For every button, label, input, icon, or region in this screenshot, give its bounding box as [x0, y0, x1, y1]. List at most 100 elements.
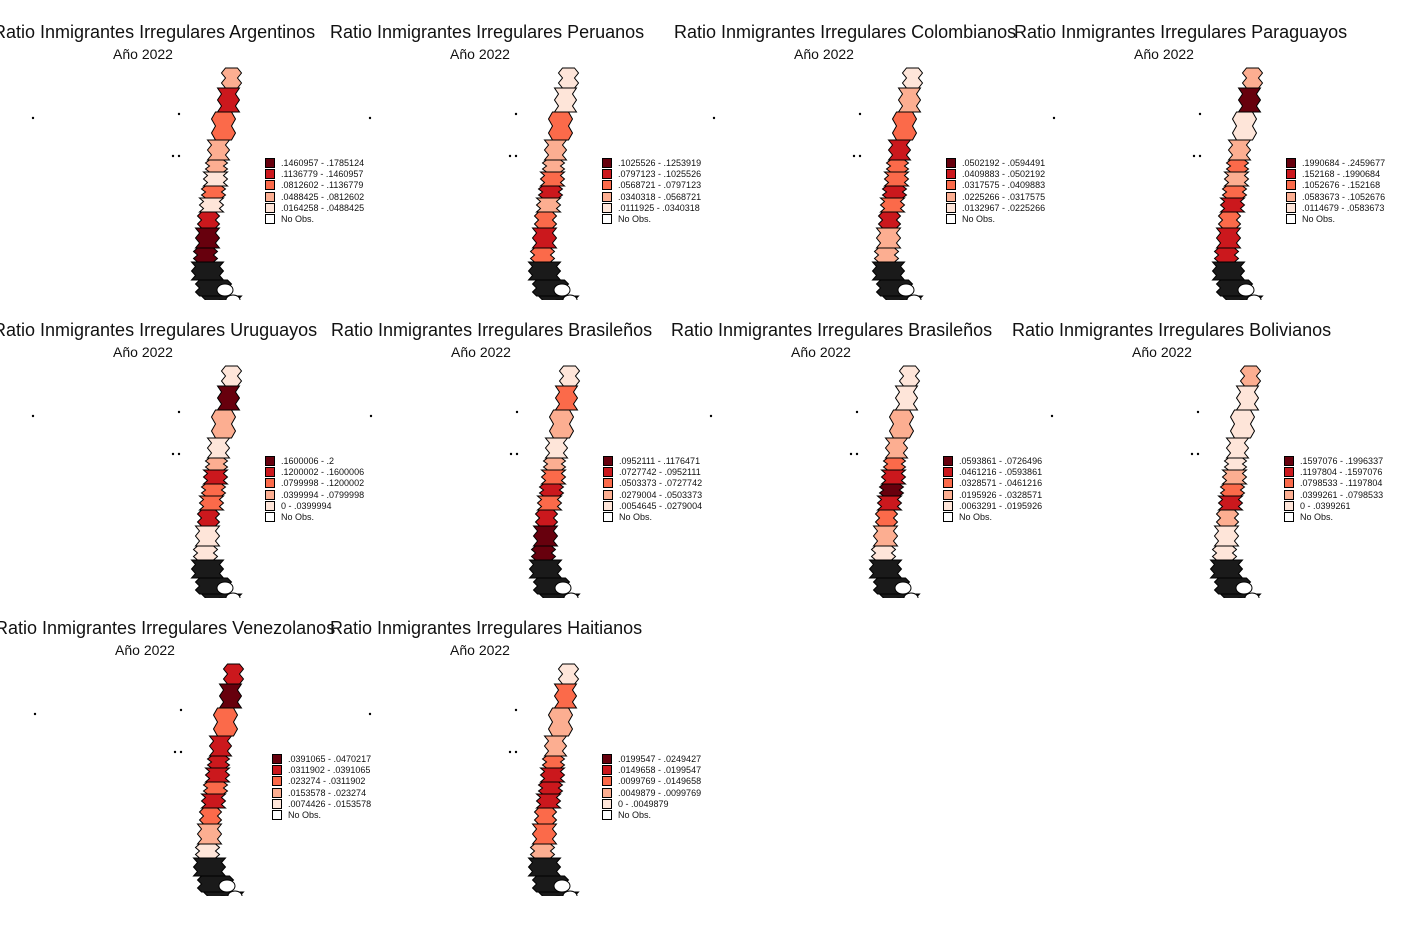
- legend-item: .0568721 - .0797123: [602, 180, 701, 191]
- island-dot: [171, 452, 175, 456]
- panel-title: Ratio Inmigrantes Irregulares Brasileños: [331, 320, 653, 340]
- legend-item: .0153578 - .023274: [272, 787, 371, 798]
- island-dot: [1050, 414, 1054, 418]
- island-shape: [903, 592, 919, 598]
- legend-item: No Obs.: [602, 213, 701, 225]
- region-polygon: [198, 495, 225, 511]
- legend-item: .0503373 - .0727742: [603, 478, 702, 489]
- panel-title: Ratio Inmigrantes Irregulares Haitianos: [330, 618, 643, 638]
- region-polygon: [206, 755, 231, 769]
- region-polygon: [204, 767, 231, 783]
- region-polygon: [190, 559, 225, 579]
- region-polygon: [220, 67, 243, 89]
- island-shape: [1244, 592, 1260, 598]
- region-polygon: [212, 707, 239, 737]
- region-polygon: [897, 87, 922, 113]
- region-polygon: [881, 185, 908, 199]
- legend-item: .1600006 - .2: [265, 455, 364, 466]
- legend-item: .0164258 - .0488425: [265, 202, 364, 213]
- region-polygon: [876, 495, 903, 511]
- island-shape: [562, 294, 578, 300]
- island-dot: [1192, 154, 1196, 158]
- legend-item: .0399261 - .0798533: [1284, 489, 1383, 500]
- region-polygon: [1237, 87, 1262, 113]
- legend-item: .0114679 - .0583673: [1286, 202, 1385, 213]
- chile-choropleth-map: [1052, 67, 1264, 300]
- legend-item: .0593861 - .0726496: [943, 455, 1042, 466]
- region-polygon: [527, 857, 562, 877]
- region-polygon: [1241, 67, 1264, 89]
- region-polygon: [194, 525, 221, 547]
- legend-item: .0225266 - .0317575: [946, 191, 1045, 202]
- region-polygon: [202, 469, 229, 485]
- region-polygon: [208, 735, 233, 757]
- island-dot: [31, 414, 35, 418]
- legend-item: .0799998 - .1200002: [265, 478, 364, 489]
- region-polygon: [880, 469, 907, 485]
- island-dot: [508, 750, 512, 754]
- region-polygon: [194, 227, 221, 249]
- region-polygon: [1217, 211, 1242, 229]
- legend-item: 0 - .0399261: [1284, 500, 1383, 511]
- map-legend: .1600006 - .2 .1200002 - .1600006 .07999…: [265, 455, 364, 523]
- map-legend: .1025526 - .1253919 .0797123 - .1025526 …: [602, 157, 701, 225]
- region-polygon: [198, 807, 223, 825]
- region-polygon: [220, 365, 243, 387]
- region-polygon: [1235, 385, 1260, 411]
- island-shape: [553, 879, 571, 893]
- region-polygon: [541, 755, 566, 769]
- region-polygon: [1227, 139, 1252, 161]
- legend-item: .1990684 - .2459677: [1286, 157, 1385, 168]
- island-dot: [855, 410, 859, 414]
- island-dot: [849, 452, 853, 456]
- island-dot: [508, 154, 512, 158]
- region-polygon: [530, 545, 557, 561]
- region-polygon: [198, 197, 225, 213]
- island-dot: [852, 154, 856, 158]
- region-polygon: [875, 227, 902, 249]
- map-legend: .1460957 - .1785124 .1136779 - .1460957 …: [265, 157, 364, 225]
- legend-item: .0199547 - .0249427: [602, 753, 701, 764]
- chile-choropleth-map: [368, 67, 580, 300]
- map-legend: .1990684 - .2459677 .152168 - .1990684 .…: [1286, 157, 1385, 225]
- island-dot: [514, 112, 518, 116]
- map-legend: .0952111 - .1176471 .0727742 - .0952111 …: [603, 455, 702, 523]
- region-polygon: [192, 545, 219, 561]
- legend-item: 0 - .0399994: [265, 500, 364, 511]
- region-polygon: [196, 509, 221, 527]
- legend-item: .0099769 - .0149658: [602, 776, 701, 787]
- region-polygon: [528, 559, 563, 579]
- panel-subtitle: Año 2022: [450, 46, 510, 62]
- panel-title: Ratio Inmigrantes Irregulares Bolivianos: [1012, 320, 1332, 340]
- region-polygon: [531, 227, 558, 249]
- region-polygon: [872, 525, 899, 547]
- legend-item: No Obs.: [272, 809, 371, 821]
- island-dot: [177, 410, 181, 414]
- region-polygon: [196, 211, 221, 229]
- island-shape: [216, 581, 234, 595]
- island-dot: [173, 750, 177, 754]
- region-polygon: [873, 247, 900, 263]
- legend-item: No Obs.: [943, 511, 1042, 523]
- map-panel: Ratio Inmigrantes Irregulares Haitianos …: [330, 596, 701, 896]
- island-dot: [179, 750, 183, 754]
- legend-item: .0063291 - .0195926: [943, 500, 1042, 511]
- region-polygon: [210, 409, 237, 439]
- region-polygon: [540, 469, 567, 485]
- legend-item: No Obs.: [265, 213, 364, 225]
- legend-item: .0797123 - .1025526: [602, 168, 701, 179]
- island-shape: [225, 592, 241, 598]
- island-dot: [1198, 154, 1202, 158]
- island-shape: [897, 283, 915, 297]
- island-shape: [218, 879, 236, 893]
- map-panel: Ratio Inmigrantes Irregulares Bolivianos…: [1012, 298, 1383, 598]
- region-polygon: [533, 211, 558, 229]
- island-shape: [225, 294, 241, 300]
- region-polygon: [877, 211, 902, 229]
- chile-choropleth-map: [712, 67, 924, 300]
- island-shape: [562, 890, 578, 896]
- region-polygon: [532, 525, 559, 547]
- island-dot: [712, 116, 716, 120]
- region-polygon: [1209, 559, 1244, 579]
